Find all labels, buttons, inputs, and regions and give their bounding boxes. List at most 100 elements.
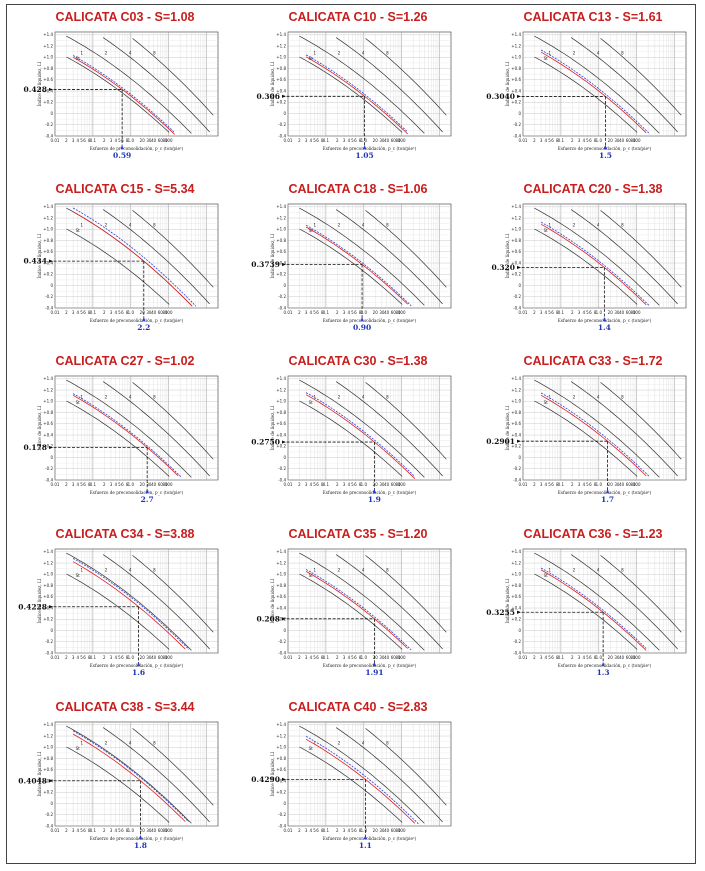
x-tick-label: 8 — [594, 310, 597, 315]
x-tick-label: 6 — [589, 138, 592, 143]
x-tick-label: 4 — [545, 310, 548, 315]
y-axis-label: Índice de liquidez, LI — [37, 578, 42, 623]
series-blue — [305, 224, 412, 307]
reference-curve — [335, 727, 443, 823]
x-tick-label: 80 — [163, 828, 169, 833]
x-tick-label: 20 — [140, 138, 146, 143]
plot-area — [522, 375, 687, 481]
x-tick-label: 5 — [351, 310, 354, 315]
preconsolidation-value: 2.2 — [137, 323, 150, 332]
y-tick-label: +0.6 — [511, 77, 521, 82]
reference-curve — [365, 38, 447, 116]
x-tick-label: 5 — [313, 138, 316, 143]
preconsolidation-value: 1.05 — [355, 151, 373, 160]
plot-area — [522, 548, 687, 654]
y-tick-label: +1.0 — [276, 745, 286, 750]
reference-curve-label: 8 — [386, 222, 389, 227]
chart-title: CALICATA C34 - S=3.88 — [10, 527, 240, 541]
reference-curve-label: St — [309, 573, 314, 578]
reference-curve-label: 2 — [105, 567, 108, 572]
x-axis-label: Esfuerzo de preconsolidación, p_c (ton/p… — [90, 318, 184, 323]
reference-curve — [365, 728, 447, 806]
chart-title-id: CALICATA C35 — [288, 527, 377, 541]
chart-svg: +1.4 +1.2 +1.0 +0.8 +0.6 +0.4 +0.2 0 -0.2 -0.40.0… — [24, 375, 219, 504]
reference-curve-label: 4 — [362, 50, 365, 55]
reference-curve — [570, 37, 678, 133]
chart-title-sensitivity: S=1.23 — [622, 527, 663, 541]
y-axis-label: Índice de liquidez, LI — [270, 751, 275, 796]
y-tick-label: +0.2 — [43, 790, 53, 795]
x-tick-label: 40 — [619, 655, 625, 660]
series-blue — [305, 569, 412, 651]
y-tick-label: 0 — [283, 283, 286, 288]
y-tick-label: +0.8 — [511, 583, 521, 588]
x-tick-label: 5 — [351, 138, 354, 143]
x-tick-label: 2 — [336, 655, 339, 660]
x-tick-label: 1.0 — [596, 655, 603, 660]
y-tick-label: +1.2 — [43, 43, 53, 48]
x-tick-label: 100 — [398, 138, 406, 143]
reference-curve — [102, 727, 210, 823]
x-tick-label: 2 — [103, 828, 106, 833]
reference-curve-label: 2 — [105, 740, 108, 745]
x-tick-label: 40 — [151, 310, 157, 315]
x-axis-label: Esfuerzo de preconsolidación, p_c (ton/p… — [323, 836, 417, 841]
x-tick-label: 4 — [310, 310, 313, 315]
pc-arrow-icon — [602, 317, 606, 321]
reference-curve-label: 8 — [621, 394, 624, 399]
y-tick-label: -0.2 — [278, 122, 286, 127]
x-tick-label: 8 — [126, 828, 129, 833]
x-tick-label: 0.1 — [558, 482, 565, 487]
x-tick-label: 2 — [298, 482, 301, 487]
liquidity-index-value: 0.3040 — [486, 92, 515, 101]
chart-panel: CALICATA C30 - S=1.38 +1.4 +1.2 +1.0 +0.8 +0.… — [243, 348, 473, 518]
y-tick-label: +1.4 — [43, 376, 53, 381]
chart-title: CALICATA C35 - S=1.20 — [243, 527, 473, 541]
chart-title: CALICATA C40 - S=2.83 — [243, 700, 473, 714]
x-tick-label: 2 — [298, 138, 301, 143]
reference-curve-label: 1 — [549, 394, 552, 399]
y-tick-label: +0.6 — [511, 249, 521, 254]
y-tick-label: -0.2 — [45, 294, 53, 299]
reference-curve-label: 4 — [362, 740, 365, 745]
x-tick-label: 3 — [72, 138, 75, 143]
x-tick-label: 4 — [114, 138, 117, 143]
x-tick-label: 3 — [72, 655, 75, 660]
y-tick-label: 0 — [283, 111, 286, 116]
x-tick-label: 5 — [586, 310, 589, 315]
y-tick-label: +1.2 — [43, 560, 53, 565]
chart-panel: CALICATA C27 - S=1.02 +1.4 +1.2 +1.0 +0.8 +0.… — [10, 348, 240, 518]
x-tick-label: 5 — [313, 310, 316, 315]
x-tick-label: 80 — [631, 482, 637, 487]
x-tick-label: 8 — [126, 310, 129, 315]
x-tick-label: 20 — [373, 828, 379, 833]
x-tick-label: 4 — [77, 655, 80, 660]
liquidity-index-value: 0.3255 — [486, 608, 515, 617]
reference-curve-label: 8 — [386, 50, 389, 55]
reference-curve-label: 1 — [314, 740, 317, 745]
y-tick-label: +0.8 — [43, 756, 53, 761]
x-tick-label: 40 — [151, 138, 157, 143]
y-tick-label: +1.0 — [43, 55, 53, 60]
chart-title-separator: - — [611, 10, 623, 24]
y-tick-label: +0.8 — [43, 410, 53, 415]
figure-frame — [6, 4, 696, 864]
reference-curve-label: 8 — [621, 50, 624, 55]
x-axis-label: Esfuerzo de preconsolidación, p_c (ton/p… — [90, 490, 184, 495]
x-axis-label: Esfuerzo de preconsolidación, p_c (ton/p… — [90, 663, 184, 668]
x-tick-label: 6 — [121, 482, 124, 487]
chart-title-id: CALICATA C15 — [55, 182, 144, 196]
x-tick-label: 6 — [83, 310, 86, 315]
x-tick-label: 4 — [347, 828, 350, 833]
y-tick-label: +1.2 — [43, 215, 53, 220]
li-arrow-icon — [517, 610, 521, 614]
x-tick-label: 8 — [321, 138, 324, 143]
plot-area — [287, 375, 452, 481]
y-tick-label: +1.4 — [276, 549, 286, 554]
x-tick-label: 5 — [548, 310, 551, 315]
reference-curve — [534, 35, 660, 134]
x-tick-label: 4 — [114, 828, 117, 833]
y-tick-label: +1.4 — [43, 549, 53, 554]
series-red — [305, 571, 408, 649]
y-tick-label: 0 — [283, 801, 286, 806]
